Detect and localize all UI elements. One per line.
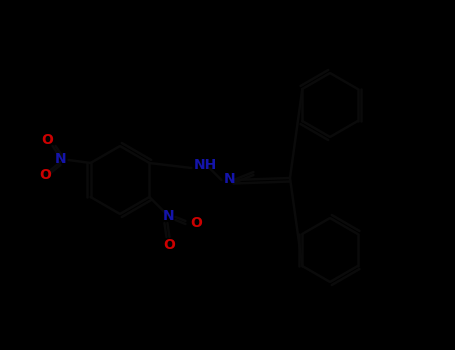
Text: N: N [223, 172, 235, 186]
Text: O: O [191, 216, 202, 230]
Text: O: O [40, 168, 51, 182]
Text: O: O [163, 238, 175, 252]
Text: O: O [41, 133, 54, 147]
Text: NH: NH [193, 158, 217, 172]
Text: N: N [55, 152, 66, 166]
Text: N: N [162, 209, 174, 223]
